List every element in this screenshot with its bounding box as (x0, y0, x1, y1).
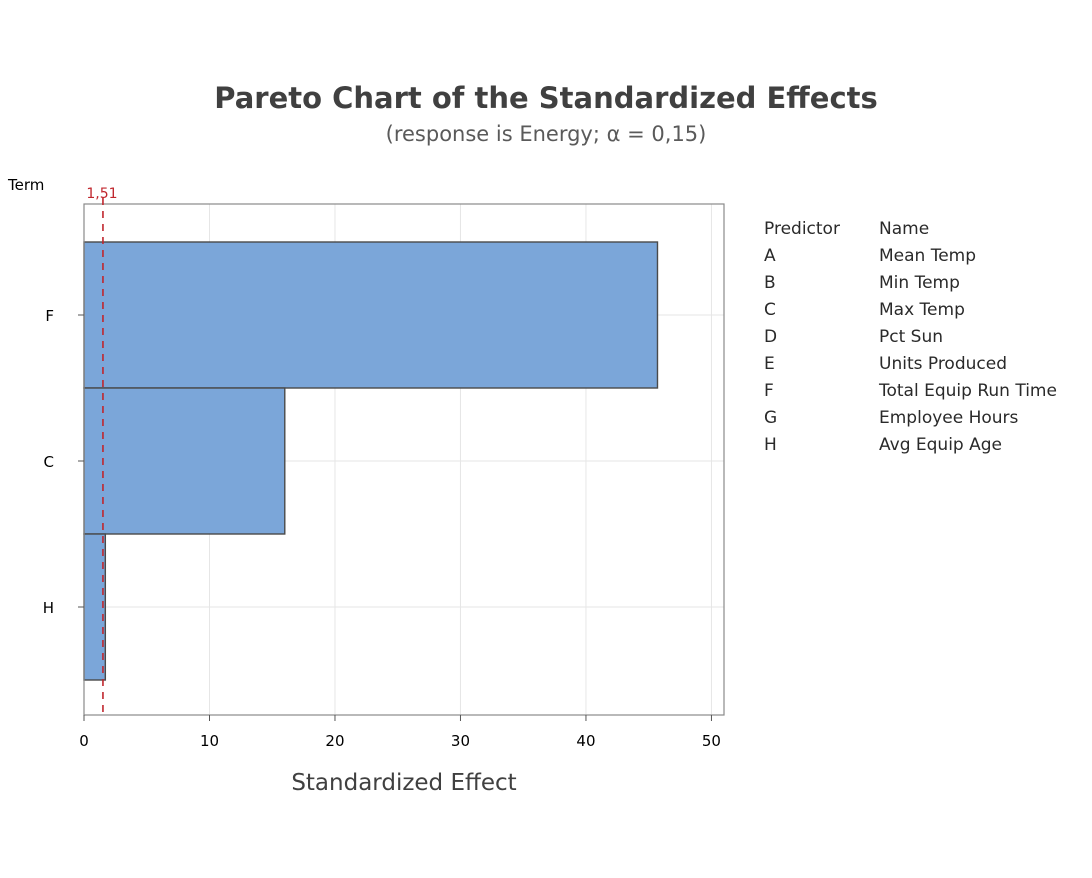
bar-F (83, 241, 659, 389)
legend-predictor: H (764, 435, 777, 455)
x-axis-label: Standardized Effect (291, 770, 516, 796)
legend-name: Mean Temp (879, 246, 976, 266)
legend-name: Min Temp (879, 273, 960, 293)
legend-predictor: D (764, 327, 777, 347)
x-tick-label: 50 (702, 732, 721, 750)
y-tick-label: F (45, 307, 54, 325)
legend-name: Max Temp (879, 300, 965, 320)
reference-line-label: 1,51 (86, 186, 117, 202)
bar-H (83, 533, 107, 681)
predictor-legend: Predictor Name A Mean Temp B Min Temp C Max Tem… (764, 219, 1057, 455)
y-tick-label: C (44, 453, 54, 471)
legend-predictor: G (764, 408, 777, 428)
x-tick-label: 0 (79, 732, 89, 750)
y-axis-label: Term (7, 176, 44, 194)
legend-name: Total Equip Run Time (878, 381, 1057, 401)
legend-name: Units Produced (879, 354, 1007, 374)
x-tick-label: 20 (325, 732, 344, 750)
legend-predictor: B (764, 273, 776, 293)
x-tick-label: 10 (200, 732, 219, 750)
chart-subtitle: (response is Energy; α = 0,15) (386, 122, 707, 146)
legend-header: Name (879, 219, 929, 239)
bar-C (83, 387, 286, 535)
legend-header: Predictor (764, 219, 840, 239)
legend-name: Employee Hours (879, 408, 1019, 428)
reference-line-group: 1,51 (86, 186, 118, 713)
chart-title: Pareto Chart of the Standardized Effects (214, 81, 878, 115)
legend-name: Avg Equip Age (879, 435, 1002, 455)
plot-frame (83, 203, 725, 716)
legend-predictor: F (764, 381, 774, 401)
axes: 0 10 20 30 40 50 F C H (43, 307, 721, 750)
legend-predictor: E (764, 354, 775, 374)
legend-predictor: C (764, 300, 776, 320)
x-tick-label: 40 (576, 732, 595, 750)
legend-predictor: A (764, 246, 776, 266)
x-tick-label: 30 (451, 732, 470, 750)
legend-name: Pct Sun (879, 327, 943, 347)
y-tick-label: H (43, 599, 54, 617)
